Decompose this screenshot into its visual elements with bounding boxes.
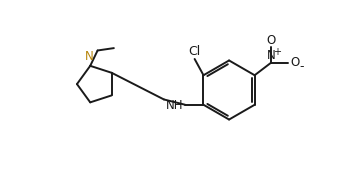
Text: Cl: Cl <box>188 44 201 57</box>
Text: N: N <box>85 50 94 64</box>
Text: O: O <box>290 56 299 69</box>
Text: NH: NH <box>166 99 184 112</box>
Text: -: - <box>299 60 304 73</box>
Text: O: O <box>266 34 275 47</box>
Text: N: N <box>267 49 275 62</box>
Text: +: + <box>273 47 282 57</box>
